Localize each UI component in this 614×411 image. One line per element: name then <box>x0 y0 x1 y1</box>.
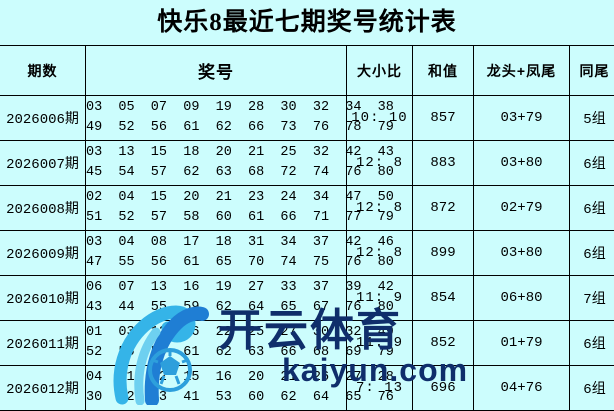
row-numbers-line1: 03 04 08 17 18 31 34 37 42 46 <box>86 233 346 253</box>
row-dragon-phoenix: 04+76 <box>474 366 570 411</box>
row-sum: 696 <box>413 366 474 411</box>
row-dragon-phoenix: 06+80 <box>474 276 570 321</box>
row-same-tail: 7组 <box>570 276 614 321</box>
row-issue: 2026009期 <box>0 231 86 276</box>
row-numbers-line2: 43 44 55 59 62 64 65 67 76 80 <box>86 298 346 318</box>
row-numbers-line1: 06 07 13 16 19 27 33 37 39 42 <box>86 278 346 298</box>
row-numbers-line2: 45 54 57 62 63 68 72 74 76 80 <box>86 163 346 183</box>
row-numbers-line2: 49 52 56 61 62 66 73 76 78 79 <box>86 118 346 138</box>
row-numbers-line1: 02 04 15 20 21 23 24 34 47 50 <box>86 188 346 208</box>
row-numbers-line1: 04 11 12 15 16 20 21 26 27 28 <box>86 368 346 388</box>
row-numbers-line2: 47 55 56 61 65 70 74 75 76 80 <box>86 253 346 273</box>
row-numbers-line2: 30 32 33 41 53 60 62 64 65 76 <box>86 388 346 408</box>
row-same-tail: 6组 <box>570 231 614 276</box>
row-issue: 2026006期 <box>0 96 86 141</box>
row-issue: 2026007期 <box>0 141 86 186</box>
row-dragon-phoenix: 01+79 <box>474 321 570 366</box>
row-sum: 872 <box>413 186 474 231</box>
row-same-tail: 6组 <box>570 321 614 366</box>
table-header: 期数 奖号 大小比 和值 龙头+凤尾 同尾 <box>0 46 614 96</box>
row-numbers-line2: 51 52 57 58 60 61 66 71 77 79 <box>86 208 346 228</box>
row-numbers-line1: 03 05 07 09 19 28 30 32 34 38 <box>86 98 346 118</box>
column-header-same-tail: 同尾 <box>570 46 614 96</box>
row-dragon-phoenix: 03+79 <box>474 96 570 141</box>
row-same-tail: 6组 <box>570 141 614 186</box>
table-header-row: 期数 奖号 大小比 和值 龙头+凤尾 同尾 <box>0 46 614 96</box>
row-sum: 857 <box>413 96 474 141</box>
row-numbers-line1: 03 13 15 18 20 21 25 32 42 43 <box>86 143 346 163</box>
column-header-dragon-phoenix: 龙头+凤尾 <box>474 46 570 96</box>
row-numbers-line2: 52 56 59 61 62 63 66 68 69 79 <box>86 343 346 363</box>
row-same-tail: 6组 <box>570 366 614 411</box>
column-header-ratio: 大小比 <box>347 46 413 96</box>
row-issue: 2026012期 <box>0 366 86 411</box>
row-dragon-phoenix: 03+80 <box>474 231 570 276</box>
column-header-numbers: 奖号 <box>86 46 347 96</box>
row-sum: 854 <box>413 276 474 321</box>
column-header-sum: 和值 <box>413 46 474 96</box>
row-issue: 2026011期 <box>0 321 86 366</box>
row-sum: 899 <box>413 231 474 276</box>
row-sum: 852 <box>413 321 474 366</box>
row-sum: 883 <box>413 141 474 186</box>
row-issue: 2026008期 <box>0 186 86 231</box>
row-issue: 2026010期 <box>0 276 86 321</box>
page-title: 快乐8最近七期奖号统计表 <box>0 0 614 45</box>
column-header-issue: 期数 <box>0 46 86 96</box>
row-dragon-phoenix: 03+80 <box>474 141 570 186</box>
row-same-tail: 6组 <box>570 186 614 231</box>
row-dragon-phoenix: 02+79 <box>474 186 570 231</box>
row-numbers-line1: 01 03 12 16 22 25 27 30 32 49 <box>86 323 346 343</box>
row-same-tail: 5组 <box>570 96 614 141</box>
